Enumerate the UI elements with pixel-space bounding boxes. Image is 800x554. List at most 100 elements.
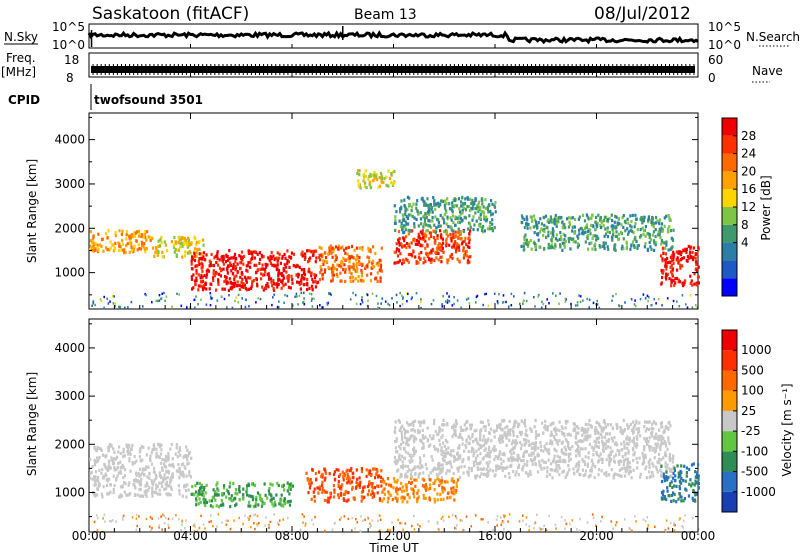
range-cell bbox=[469, 423, 472, 427]
range-cell bbox=[253, 483, 257, 488]
range-cell bbox=[277, 282, 280, 287]
range-cell bbox=[141, 471, 144, 475]
range-cell bbox=[457, 220, 460, 224]
range-cell bbox=[493, 449, 496, 453]
range-cell bbox=[625, 437, 628, 441]
range-cell bbox=[576, 425, 579, 429]
range-cell bbox=[256, 523, 258, 526]
range-cell bbox=[633, 245, 636, 249]
range-cell bbox=[188, 451, 191, 455]
range-cell bbox=[119, 466, 122, 470]
range-cell bbox=[567, 464, 570, 468]
range-cell bbox=[189, 475, 192, 479]
range-cell bbox=[100, 448, 103, 452]
range-cell bbox=[446, 261, 449, 265]
range-cell bbox=[182, 462, 185, 466]
range-cell bbox=[645, 420, 648, 424]
range-cell bbox=[394, 420, 397, 424]
range-cell bbox=[600, 457, 603, 461]
range-cell bbox=[415, 478, 418, 482]
range-cell bbox=[455, 245, 459, 249]
range-cell bbox=[635, 443, 639, 447]
range-cell bbox=[412, 438, 415, 442]
range-cell bbox=[547, 246, 550, 250]
range-cell bbox=[422, 436, 425, 440]
range-cell bbox=[604, 227, 607, 231]
range-cell bbox=[107, 477, 111, 481]
range-cell bbox=[436, 520, 439, 524]
range-cell bbox=[582, 232, 585, 236]
range-cell bbox=[460, 306, 462, 309]
range-cell bbox=[135, 528, 138, 531]
range-cell bbox=[575, 431, 578, 435]
cpid-label: CPID bbox=[8, 93, 40, 107]
range-cell bbox=[198, 481, 201, 485]
range-cell bbox=[527, 474, 530, 478]
range-cell bbox=[249, 265, 252, 269]
range-cell bbox=[402, 296, 404, 299]
range-cell bbox=[454, 490, 457, 494]
range-cell bbox=[214, 254, 217, 258]
range-cell bbox=[575, 454, 578, 458]
range-cell bbox=[288, 492, 291, 496]
range-cell bbox=[258, 251, 261, 255]
range-cell bbox=[404, 220, 407, 224]
range-cell bbox=[469, 427, 472, 431]
range-cell bbox=[333, 490, 336, 495]
range-cell bbox=[672, 299, 675, 303]
range-cell bbox=[406, 442, 409, 446]
range-cell bbox=[536, 454, 539, 458]
range-cell bbox=[572, 422, 575, 426]
range-cell bbox=[195, 243, 198, 247]
range-cell bbox=[327, 252, 330, 256]
range-cell bbox=[451, 204, 454, 208]
range-cell bbox=[696, 275, 700, 279]
range-cell bbox=[449, 495, 452, 499]
range-cell bbox=[695, 473, 698, 477]
range-cell bbox=[96, 487, 99, 491]
colorbar-tick-label: 12 bbox=[741, 200, 756, 214]
range-cell bbox=[289, 499, 292, 503]
range-cell bbox=[448, 202, 451, 206]
range-cell bbox=[221, 521, 223, 524]
range-cell bbox=[341, 483, 344, 487]
range-cell bbox=[303, 291, 305, 295]
range-cell bbox=[627, 230, 630, 234]
range-cell bbox=[667, 527, 670, 530]
range-cell bbox=[186, 240, 189, 244]
range-cell bbox=[460, 230, 463, 235]
range-cell bbox=[164, 455, 168, 459]
range-cell bbox=[558, 455, 562, 459]
range-cell bbox=[675, 250, 678, 254]
range-cell bbox=[165, 492, 168, 496]
range-cell bbox=[685, 466, 688, 470]
range-cell bbox=[527, 240, 531, 244]
range-cell bbox=[138, 232, 141, 236]
range-cell bbox=[425, 223, 428, 227]
range-cell bbox=[419, 211, 422, 215]
range-cell bbox=[558, 466, 561, 470]
range-cell bbox=[374, 467, 377, 471]
range-cell bbox=[321, 277, 324, 281]
range-cell bbox=[355, 246, 359, 250]
range-cell bbox=[668, 225, 671, 229]
colorbar-segment bbox=[722, 171, 737, 190]
range-cell bbox=[121, 229, 124, 233]
range-cell bbox=[227, 281, 230, 285]
range-cell bbox=[213, 493, 216, 497]
range-cell bbox=[503, 515, 506, 518]
range-cell bbox=[682, 519, 685, 523]
range-cell bbox=[143, 472, 146, 477]
range-cell bbox=[234, 491, 237, 495]
range-cell bbox=[613, 246, 616, 250]
range-cell bbox=[427, 487, 430, 491]
range-cell bbox=[157, 239, 160, 243]
range-cell bbox=[367, 246, 370, 250]
range-cell bbox=[689, 478, 692, 482]
range-cell bbox=[230, 494, 233, 498]
range-cell bbox=[645, 438, 648, 442]
range-cell bbox=[602, 242, 605, 246]
range-cell bbox=[269, 277, 272, 281]
range-cell bbox=[173, 250, 176, 254]
range-cell bbox=[639, 472, 642, 476]
